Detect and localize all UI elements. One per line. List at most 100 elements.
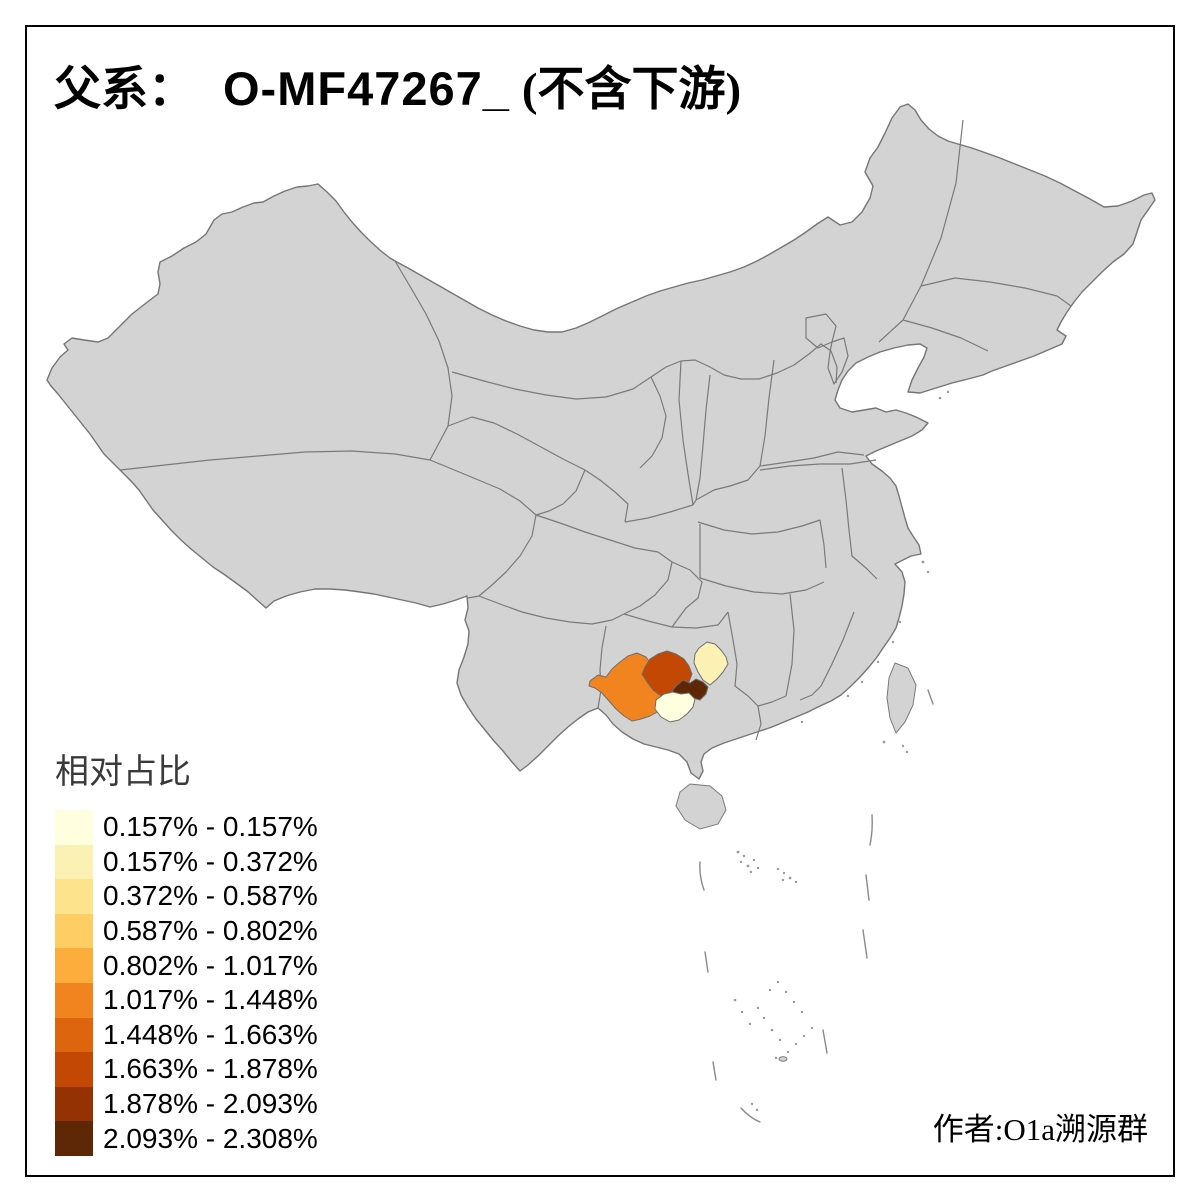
sea-dash [699,861,705,891]
sea-dash [869,814,873,846]
province-border [671,561,703,628]
taiwan-island [886,662,917,734]
legend-row: 0.587% - 0.802% [55,913,318,949]
island-dot [750,1102,754,1106]
island-dot [733,998,737,1002]
island-dot [905,750,909,754]
legend-swatch [55,948,93,983]
province-border [623,561,673,615]
island-dot [800,720,804,724]
legend-row: 1.663% - 1.878% [55,1052,318,1087]
province-border [584,469,629,523]
island-dot [740,1010,744,1014]
island-dot [778,1038,782,1042]
legend-row: 0.372% - 0.587% [55,879,318,914]
title-prefix: 父系： [54,64,195,116]
province-border [451,343,838,400]
legend-row: 1.448% - 1.663% [55,1017,318,1053]
sea-islands [733,390,950,1112]
region-northeast-paleyellow [693,641,729,686]
page-title: 父系： O-MF47267_ (不含下游) [54,50,741,119]
island-dot [781,878,785,882]
legend-label: 1.448% - 1.663% [103,1018,318,1050]
mainland-china [46,103,1156,780]
province-border [819,519,827,569]
province-border [429,459,537,599]
hainan-island [675,783,727,830]
province-border [447,416,586,471]
legend-swatch [55,982,93,1018]
province-border [841,467,878,580]
province-border [699,577,825,595]
legend: 相对占比 0.157% - 0.157% 0.157% - 0.372% 0.3… [55,744,318,1156]
province-border [878,119,964,343]
legend-row: 0.157% - 0.372% [55,844,318,880]
province-border [597,625,607,709]
island-dot [756,1006,760,1010]
island-dot [891,640,895,644]
island-dot [946,390,950,394]
island-dot [810,1026,814,1030]
island-dot [802,1034,806,1038]
legend-label: 0.802% - 1.017% [103,949,318,981]
province-border [785,593,795,697]
legend-row: 0.802% - 1.017% [55,948,318,983]
island-dot [786,1050,790,1054]
legend-row: 1.017% - 1.448% [55,982,318,1018]
island-dot [768,988,772,992]
province-border [902,319,989,352]
legend-swatch [55,1121,93,1156]
island-dot [776,980,780,984]
sea-dash [822,1029,828,1054]
island-dot [800,1010,804,1014]
province-border [535,469,586,516]
legend-rows: 0.157% - 0.157% 0.157% - 0.372% 0.372% -… [55,810,318,1156]
island-dot [739,860,743,864]
legend-label: 1.878% - 2.093% [103,1088,318,1120]
island-dot [860,680,864,684]
legend-row: 1.878% - 2.093% [55,1086,318,1122]
island-dot [876,660,880,664]
region-south-cream [654,691,696,723]
province-border [639,376,667,469]
island-dot [782,871,786,875]
island-dot [794,880,798,884]
province-border [119,450,431,471]
island-dot [746,864,750,868]
legend-label: 0.372% - 0.587% [103,880,318,912]
province-border [692,374,711,506]
highlighted-regions [588,641,729,723]
province-border-tianjin [827,337,849,385]
island-dot [926,570,930,574]
province-border [697,519,821,535]
island-dot [788,876,792,880]
sea-dash [865,874,870,901]
title-suffix: (不含下游) [521,64,742,116]
legend-label: 1.663% - 1.878% [103,1053,318,1085]
title-haplogroup: O-MF47267_ [223,62,510,115]
legend-label: 0.157% - 0.372% [103,845,318,877]
sea-dash [712,1061,717,1081]
island-dot [846,694,850,698]
island-dot [762,1016,766,1020]
legend-swatch [55,879,93,914]
province-border [695,359,775,501]
island-dot [770,1028,774,1032]
island-dot [752,858,756,862]
island-dot [901,744,905,748]
island-dot [882,740,886,744]
island-dot [898,620,902,624]
province-borders [119,119,1072,741]
island-dot [749,870,753,874]
legend-label: 1.017% - 1.448% [103,984,318,1016]
sea-dash [862,929,868,959]
island-dot [756,866,760,870]
plot-frame [25,25,1175,1177]
island-dot [792,1000,796,1004]
island-dot [938,396,942,400]
attribution: 作者:O1a溯源群 [932,1112,1148,1147]
legend-swatch [55,1017,93,1053]
province-border [759,459,877,471]
sea-dash [740,1107,761,1123]
